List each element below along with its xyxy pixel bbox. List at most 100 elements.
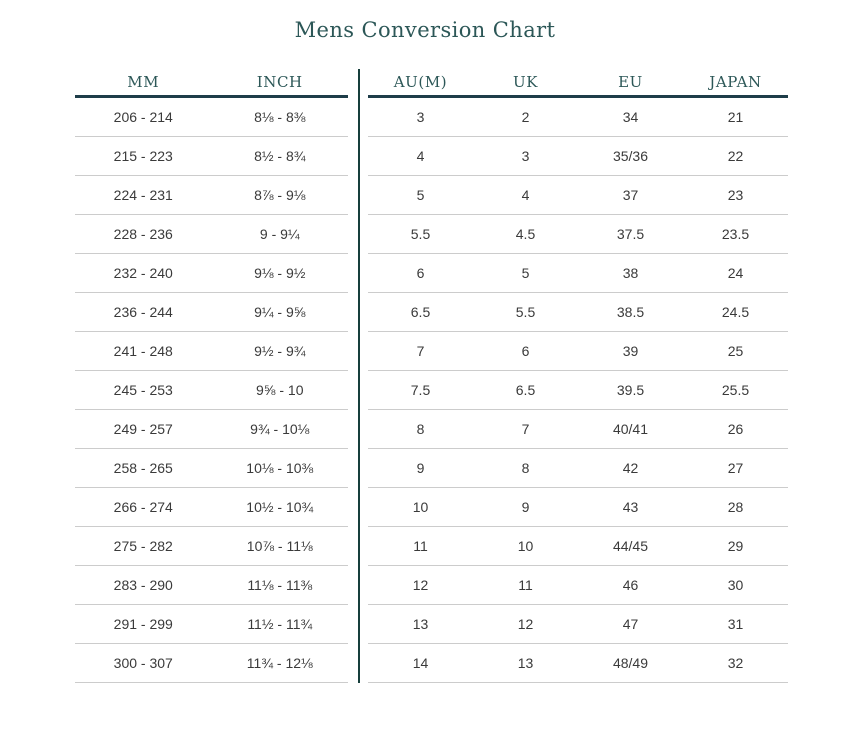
cell-mm: 266 - 274 bbox=[113, 499, 173, 515]
cell-inch: 8½ - 8¾ bbox=[254, 148, 306, 164]
cell-japan: 24 bbox=[727, 265, 744, 281]
table-row: 6 5 38 24 bbox=[368, 254, 788, 293]
cell-mm: 300 - 307 bbox=[113, 655, 173, 671]
cell-inch: 9½ - 9¾ bbox=[254, 343, 306, 359]
table-row: 12 11 46 30 bbox=[368, 566, 788, 605]
cell-eu: 47 bbox=[622, 616, 639, 632]
cell-mm: 206 - 214 bbox=[113, 109, 173, 125]
cell-inch: 9¾ - 10⅛ bbox=[250, 421, 310, 437]
table-row: 232 - 240 9⅛ - 9½ bbox=[75, 254, 348, 293]
cell-eu: 37.5 bbox=[616, 226, 645, 242]
cell-eu: 38 bbox=[622, 265, 639, 281]
foot-length-table-body: 206 - 214 8⅛ - 8⅜ 215 - 223 8½ - 8¾ 224 - 23… bbox=[75, 98, 348, 683]
international-sizes-table-header: AU(M) UK EU JAPAN bbox=[368, 69, 788, 98]
cell-eu: 39.5 bbox=[616, 382, 645, 398]
table-row: 13 12 47 31 bbox=[368, 605, 788, 644]
column-header-eu: EU bbox=[618, 73, 643, 91]
cell-au-m: 8 bbox=[416, 421, 425, 437]
table-row: 3 2 34 21 bbox=[368, 98, 788, 137]
cell-au-m: 10 bbox=[412, 499, 429, 515]
cell-au-m: 11 bbox=[413, 538, 428, 554]
cell-mm: 241 - 248 bbox=[113, 343, 173, 359]
table-row: 5.5 4.5 37.5 23.5 bbox=[368, 215, 788, 254]
cell-mm: 291 - 299 bbox=[113, 616, 173, 632]
cell-eu: 37 bbox=[622, 187, 639, 203]
cell-inch: 10⅛ - 10⅜ bbox=[246, 460, 314, 476]
cell-au-m: 9 bbox=[416, 460, 425, 476]
cell-au-m: 5.5 bbox=[410, 226, 431, 242]
cell-au-m: 7 bbox=[416, 343, 425, 359]
cell-mm: 236 - 244 bbox=[113, 304, 173, 320]
cell-japan: 25.5 bbox=[721, 382, 750, 398]
table-row: 14 13 48/49 32 bbox=[368, 644, 788, 683]
cell-uk: 2 bbox=[521, 109, 530, 125]
cell-inch: 9¼ - 9⅝ bbox=[254, 304, 306, 320]
cell-japan: 23.5 bbox=[721, 226, 750, 242]
cell-uk: 13 bbox=[517, 655, 534, 671]
column-header-au-m: AU(M) bbox=[393, 73, 448, 91]
cell-japan: 29 bbox=[727, 538, 744, 554]
table-row: 245 - 253 9⅝ - 10 bbox=[75, 371, 348, 410]
table-row: 11 10 44/45 29 bbox=[368, 527, 788, 566]
table-row: 266 - 274 10½ - 10¾ bbox=[75, 488, 348, 527]
table-row: 10 9 43 28 bbox=[368, 488, 788, 527]
cell-mm: 249 - 257 bbox=[113, 421, 173, 437]
table-row: 6.5 5.5 38.5 24.5 bbox=[368, 293, 788, 332]
table-row: 8 7 40/41 26 bbox=[368, 410, 788, 449]
cell-inch: 8⅞ - 9⅛ bbox=[254, 187, 306, 203]
table-row: 300 - 307 11¾ - 12⅛ bbox=[75, 644, 348, 683]
cell-inch: 9⅛ - 9½ bbox=[254, 265, 306, 281]
cell-inch: 10½ - 10¾ bbox=[246, 499, 314, 515]
cell-mm: 215 - 223 bbox=[113, 148, 173, 164]
column-header-uk: UK bbox=[512, 73, 539, 91]
cell-mm: 228 - 236 bbox=[113, 226, 173, 242]
cell-japan: 27 bbox=[727, 460, 744, 476]
foot-length-table: MM INCH 206 - 214 8⅛ - 8⅜ 215 - 223 8½ - 8¾ 2… bbox=[75, 69, 348, 683]
cell-mm: 232 - 240 bbox=[113, 265, 173, 281]
table-row: 291 - 299 11½ - 11¾ bbox=[75, 605, 348, 644]
cell-uk: 5 bbox=[521, 265, 530, 281]
cell-au-m: 3 bbox=[416, 109, 425, 125]
cell-japan: 21 bbox=[727, 109, 744, 125]
cell-uk: 3 bbox=[521, 148, 530, 164]
table-row: 236 - 244 9¼ - 9⅝ bbox=[75, 293, 348, 332]
cell-eu: 38.5 bbox=[616, 304, 645, 320]
table-row: 215 - 223 8½ - 8¾ bbox=[75, 137, 348, 176]
cell-eu: 35/36 bbox=[612, 148, 649, 164]
column-header-japan: JAPAN bbox=[709, 73, 762, 91]
cell-mm: 275 - 282 bbox=[113, 538, 173, 554]
cell-eu: 39 bbox=[622, 343, 639, 359]
page-title: Mens Conversion Chart bbox=[294, 18, 556, 42]
cell-au-m: 12 bbox=[412, 577, 429, 593]
vertical-divider bbox=[358, 69, 360, 683]
cell-eu: 34 bbox=[622, 109, 639, 125]
cell-au-m: 6 bbox=[416, 265, 425, 281]
table-row: 4 3 35/36 22 bbox=[368, 137, 788, 176]
cell-eu: 43 bbox=[622, 499, 639, 515]
column-header-inch: INCH bbox=[256, 73, 303, 91]
cell-japan: 25 bbox=[727, 343, 744, 359]
table-row: 5 4 37 23 bbox=[368, 176, 788, 215]
table-row: 228 - 236 9 - 9¼ bbox=[75, 215, 348, 254]
table-row: 275 - 282 10⅞ - 11⅛ bbox=[75, 527, 348, 566]
cell-au-m: 4 bbox=[416, 148, 425, 164]
cell-japan: 28 bbox=[727, 499, 744, 515]
cell-mm: 245 - 253 bbox=[113, 382, 173, 398]
cell-inch: 11⅛ - 11⅜ bbox=[247, 577, 313, 593]
cell-mm: 258 - 265 bbox=[113, 460, 173, 476]
international-sizes-table-body: 3 2 34 21 4 3 35/36 22 5 4 37 23 5.5 4.5 37.5 23.5 6 5 38 2… bbox=[368, 98, 788, 683]
table-row: 249 - 257 9¾ - 10⅛ bbox=[75, 410, 348, 449]
column-header-mm: MM bbox=[127, 73, 160, 91]
cell-inch: 11½ - 11¾ bbox=[247, 616, 313, 632]
cell-eu: 48/49 bbox=[612, 655, 649, 671]
table-row: 258 - 265 10⅛ - 10⅜ bbox=[75, 449, 348, 488]
conversion-tables: MM INCH 206 - 214 8⅛ - 8⅜ 215 - 223 8½ - 8¾ 2… bbox=[75, 69, 850, 683]
cell-eu: 42 bbox=[622, 460, 639, 476]
cell-japan: 22 bbox=[727, 148, 744, 164]
cell-uk: 6 bbox=[521, 343, 530, 359]
cell-uk: 9 bbox=[521, 499, 530, 515]
cell-uk: 4.5 bbox=[515, 226, 536, 242]
cell-uk: 11 bbox=[518, 577, 533, 593]
cell-japan: 26 bbox=[727, 421, 744, 437]
